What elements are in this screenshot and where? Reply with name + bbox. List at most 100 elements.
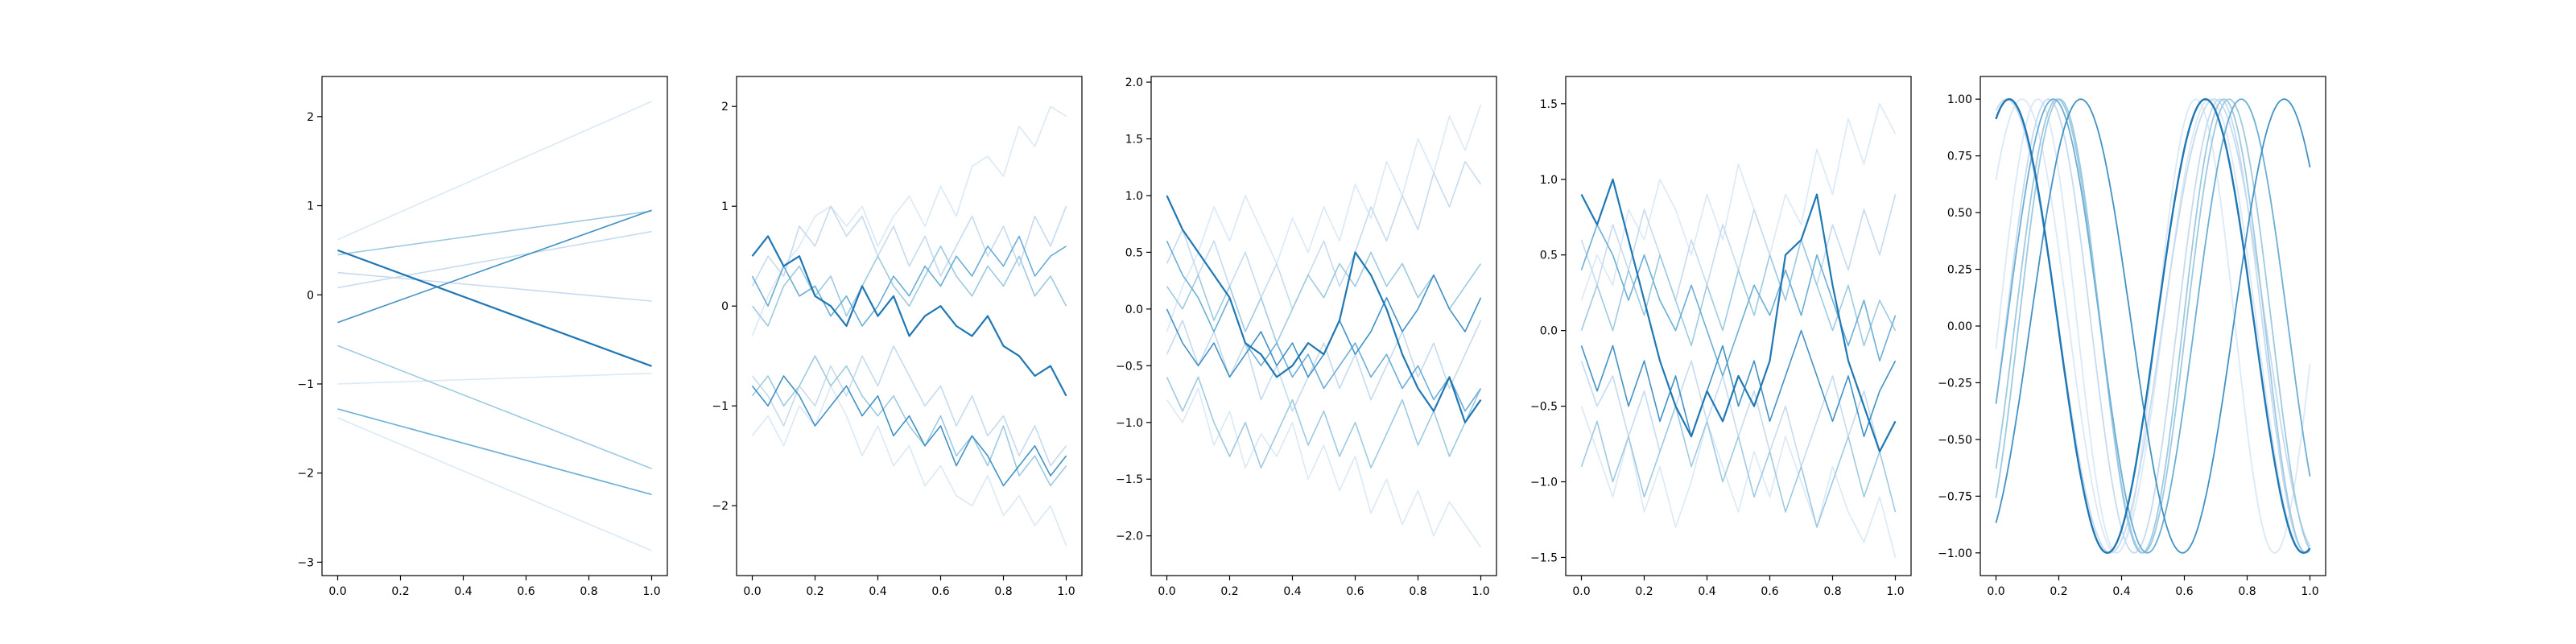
y-tick-label: −1.0 xyxy=(1530,477,1558,489)
x-tick-label: 0.4 xyxy=(2112,585,2130,598)
y-tick-label: 1.0 xyxy=(1540,174,1558,187)
y-tick-label: 1 xyxy=(721,200,729,213)
series-line-9 xyxy=(337,209,652,324)
x-tick-label: 0.8 xyxy=(580,585,597,598)
x-tick-label: 0.4 xyxy=(869,585,886,598)
x-tick-label: 0.0 xyxy=(1158,585,1175,598)
series-line-6 xyxy=(337,345,652,469)
series-line-4 xyxy=(1166,320,1482,412)
axes-frame xyxy=(736,76,1083,576)
series-line-8 xyxy=(337,408,652,496)
y-tick-label: −2.0 xyxy=(1116,530,1143,543)
y-tick-label: 0.25 xyxy=(1947,264,1972,277)
plot-area xyxy=(1995,97,2311,555)
x-tick-label: 0.2 xyxy=(806,585,824,598)
series-line-3 xyxy=(1995,98,2311,554)
series-line-9 xyxy=(1166,195,1482,423)
series-line-7 xyxy=(751,235,1067,327)
chart-panel-2: 0.0 0.2 0.4 0.6 0.8 1.0 −2 −1 0 1 2 xyxy=(712,76,1083,598)
axes-frame xyxy=(1565,76,1912,576)
x-tick-label: 1.0 xyxy=(1886,585,1904,598)
series-line-8 xyxy=(1580,329,1897,438)
x-tick-label: 0.2 xyxy=(391,585,409,598)
y-tick-label: 0.5 xyxy=(1540,250,1558,262)
x-tick-label: 0.6 xyxy=(2175,585,2193,598)
series-line-6 xyxy=(1995,98,2311,554)
y-tick-label: −1.0 xyxy=(1116,417,1143,430)
series-line-5 xyxy=(1166,251,1482,344)
y-tick-label: −0.25 xyxy=(1938,377,1972,390)
y-tick-label: −0.5 xyxy=(1116,360,1143,373)
x-tick-label: 0.4 xyxy=(1698,585,1715,598)
x-tick-label: 0.6 xyxy=(931,585,949,598)
series-line-7 xyxy=(1166,240,1482,412)
series-line-9 xyxy=(1995,97,2311,555)
chart-panel-4: 0.0 0.2 0.4 0.6 0.8 1.0 −1.5 −1.0 −0.5 0.0 0.5 1.0 1… xyxy=(1530,76,1912,598)
y-tick-label: 0.0 xyxy=(1540,325,1558,338)
y-tick-label: −1 xyxy=(712,400,729,413)
plot-area xyxy=(1580,103,1897,558)
series-line-4 xyxy=(751,345,1067,467)
y-tick-label: 2.0 xyxy=(1125,76,1143,89)
x-tick-label: 0.8 xyxy=(1409,585,1426,598)
x-tick-label: 1.0 xyxy=(642,585,660,598)
x-tick-label: 0.8 xyxy=(2238,585,2256,598)
series-line-10 xyxy=(337,249,652,367)
x-tick-label: 0.6 xyxy=(517,585,535,598)
y-tick-label: 2 xyxy=(307,111,314,124)
series-line-7 xyxy=(337,210,652,256)
y-tick-label: 0.0 xyxy=(1125,303,1143,316)
y-tick-label: −2 xyxy=(712,500,729,513)
series-line-9 xyxy=(1580,178,1897,453)
y-tick-label: 0.00 xyxy=(1947,320,1972,333)
y-tick-label: 1.5 xyxy=(1125,134,1143,147)
series-line-7 xyxy=(1995,98,2311,554)
series-line-2 xyxy=(751,385,1067,547)
series-line-1 xyxy=(751,105,1067,336)
series-line-7 xyxy=(1580,224,1897,377)
series-line-6 xyxy=(751,355,1067,487)
series-line-1 xyxy=(1580,103,1897,301)
series-line-8 xyxy=(751,375,1067,487)
y-tick-label: 0.5 xyxy=(1125,246,1143,259)
x-tick-label: 0.4 xyxy=(1283,585,1301,598)
series-line-6 xyxy=(1166,376,1482,469)
series-line-1 xyxy=(337,417,652,551)
series-line-9 xyxy=(751,235,1067,397)
y-tick-label: 2 xyxy=(721,101,729,114)
series-line-1 xyxy=(1166,104,1482,332)
y-tick-label: −0.5 xyxy=(1530,401,1558,414)
x-tick-label: 0.2 xyxy=(1220,585,1238,598)
y-tick-label: −1.5 xyxy=(1530,551,1558,564)
series-line-3 xyxy=(751,205,1067,287)
x-tick-label: 0.4 xyxy=(454,585,472,598)
y-tick-label: −0.50 xyxy=(1938,434,1972,447)
y-tick-label: 1.00 xyxy=(1947,93,1972,106)
x-tick-label: 0.8 xyxy=(1823,585,1841,598)
x-tick-label: 0.0 xyxy=(743,585,761,598)
y-tick-label: 0.75 xyxy=(1947,151,1972,163)
series-line-8 xyxy=(1166,274,1482,378)
x-tick-label: 0.6 xyxy=(1761,585,1778,598)
chart-panel-5: 0.0 0.2 0.4 0.6 0.8 1.0 −1.00 −0.75 −0.50 −0.25 0.… xyxy=(1938,76,2326,598)
plot-area xyxy=(337,101,652,551)
series-line-2 xyxy=(1995,98,2311,554)
x-tick-label: 0.2 xyxy=(2050,585,2067,598)
series-line-4 xyxy=(337,230,652,289)
series-line-2 xyxy=(337,101,652,241)
series-line-2 xyxy=(1580,406,1897,558)
axes-frame xyxy=(321,76,668,576)
x-tick-label: 0.0 xyxy=(1572,585,1590,598)
axes-frame xyxy=(1150,76,1497,576)
y-tick-label: 0.50 xyxy=(1947,207,1972,220)
x-tick-label: 0.8 xyxy=(994,585,1012,598)
x-tick-label: 1.0 xyxy=(1057,585,1075,598)
y-tick-label: −1 xyxy=(297,378,314,391)
series-line-6 xyxy=(1580,405,1897,528)
series-line-5 xyxy=(337,271,652,302)
y-tick-label: 1.5 xyxy=(1540,98,1558,111)
y-tick-label: 0 xyxy=(721,300,729,313)
series-line-3 xyxy=(1166,160,1482,310)
plot-area xyxy=(1166,104,1482,548)
